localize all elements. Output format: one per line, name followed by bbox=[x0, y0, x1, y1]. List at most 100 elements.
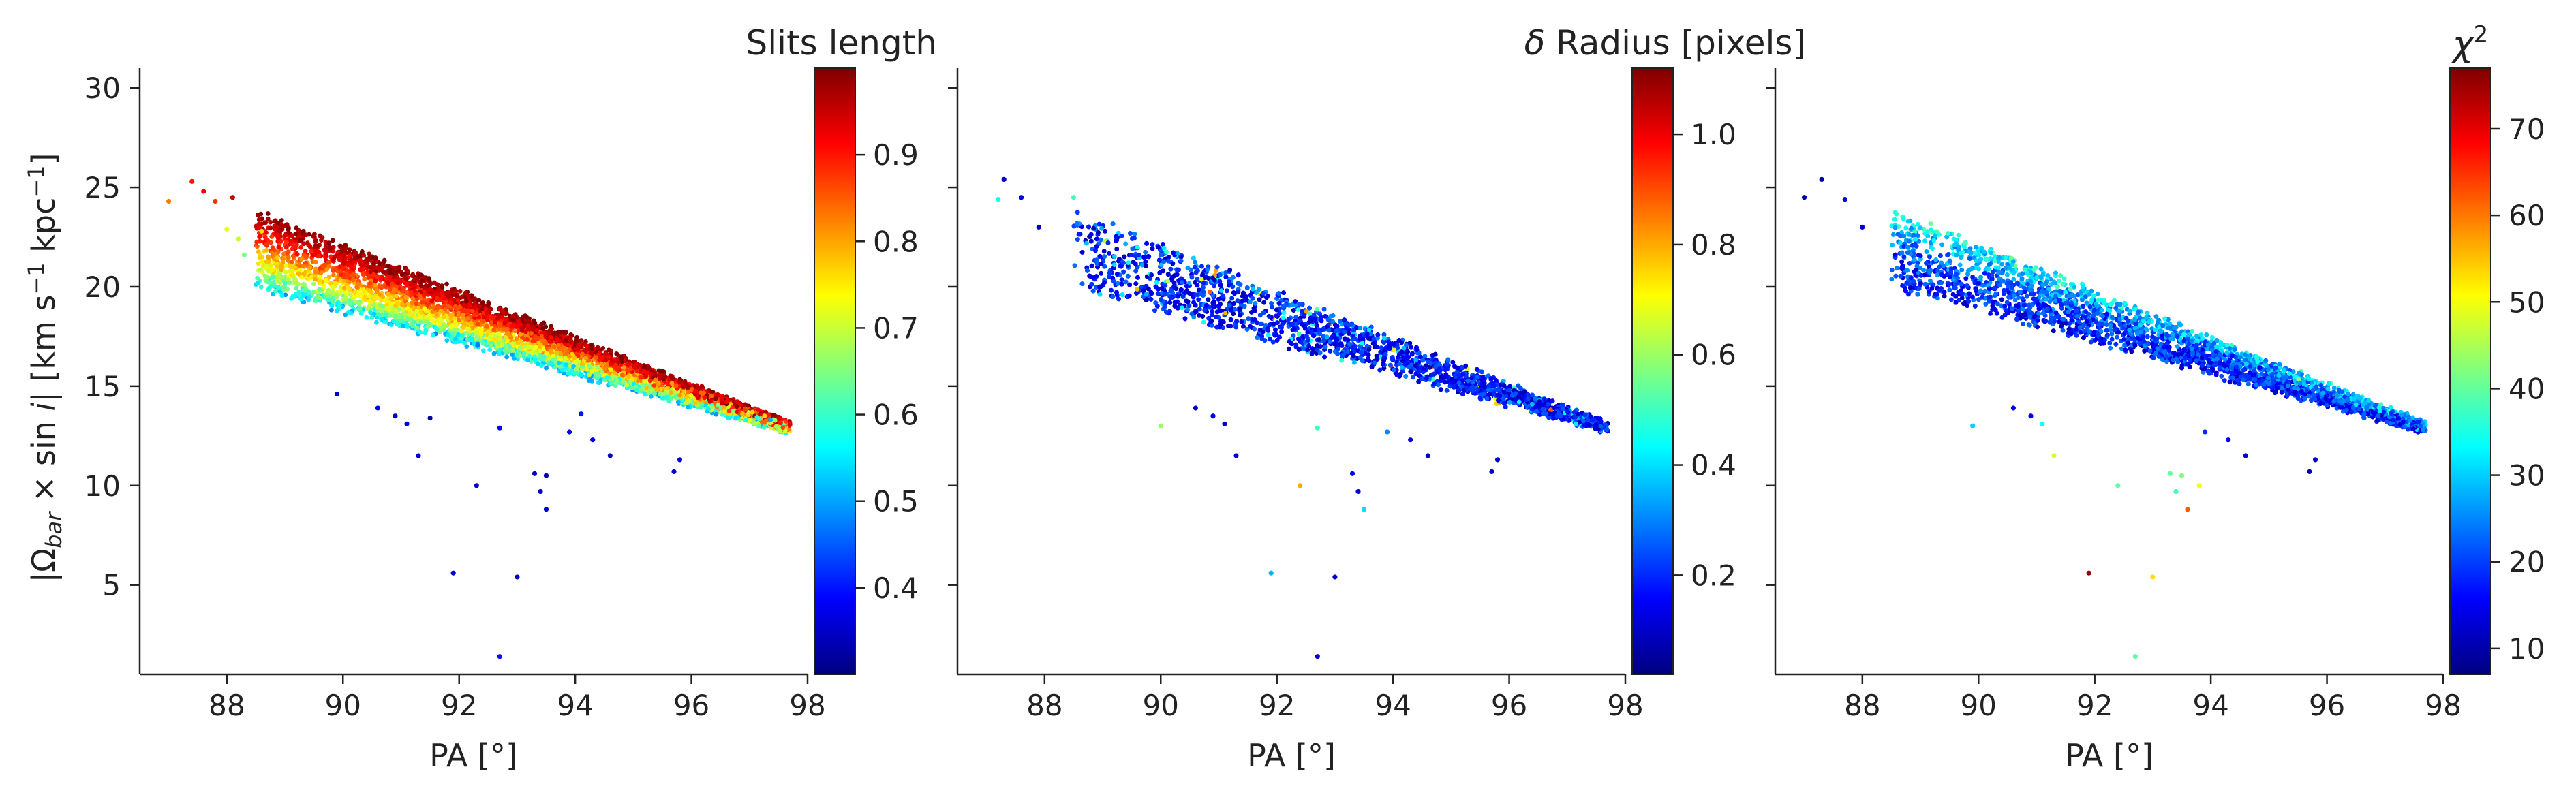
data-point bbox=[378, 303, 383, 309]
data-point bbox=[313, 269, 318, 275]
data-point bbox=[497, 321, 503, 326]
data-point bbox=[756, 407, 761, 412]
data-point bbox=[453, 337, 458, 342]
data-point bbox=[399, 314, 405, 319]
data-point bbox=[266, 254, 271, 260]
data-point bbox=[301, 287, 307, 293]
data-point bbox=[685, 384, 690, 390]
data-point bbox=[369, 315, 375, 320]
data-point bbox=[625, 367, 630, 373]
data-point bbox=[255, 281, 260, 285]
data-point bbox=[657, 374, 662, 379]
data-point bbox=[485, 324, 489, 329]
data-point bbox=[350, 277, 356, 282]
data-point bbox=[353, 250, 358, 255]
data-point bbox=[393, 294, 399, 299]
data-point bbox=[453, 321, 459, 326]
data-point bbox=[263, 277, 269, 283]
data-point bbox=[567, 354, 572, 359]
data-point bbox=[371, 294, 375, 300]
data-point bbox=[584, 366, 589, 372]
data-point bbox=[260, 259, 265, 264]
data-point bbox=[411, 282, 416, 287]
data-point bbox=[487, 334, 493, 339]
data-point bbox=[434, 312, 439, 317]
data-point bbox=[418, 283, 424, 289]
data-point bbox=[272, 223, 277, 229]
data-point bbox=[294, 285, 299, 291]
data-point bbox=[448, 300, 454, 306]
data-point bbox=[564, 349, 570, 355]
data-point bbox=[596, 380, 601, 386]
data-point bbox=[290, 234, 295, 238]
data-point bbox=[633, 362, 639, 368]
data-point bbox=[662, 375, 668, 379]
data-point bbox=[324, 290, 330, 295]
data-point bbox=[387, 313, 393, 318]
data-point bbox=[772, 418, 778, 423]
data-point bbox=[277, 280, 283, 285]
data-point bbox=[681, 384, 686, 389]
data-point bbox=[284, 222, 290, 228]
data-point bbox=[303, 249, 308, 254]
data-point bbox=[363, 260, 368, 264]
data-point bbox=[762, 420, 767, 425]
data-point bbox=[444, 338, 450, 343]
data-point bbox=[362, 276, 367, 281]
data-point bbox=[443, 307, 448, 311]
data-point bbox=[318, 275, 323, 280]
data-point bbox=[410, 272, 416, 277]
data-point bbox=[626, 362, 631, 367]
data-point bbox=[298, 238, 303, 243]
data-point bbox=[340, 246, 346, 251]
data-point bbox=[604, 375, 610, 380]
data-point bbox=[418, 319, 423, 325]
data-point bbox=[406, 317, 412, 322]
data-point bbox=[328, 281, 333, 286]
data-point bbox=[426, 322, 431, 327]
data-point bbox=[583, 356, 589, 360]
data-point bbox=[535, 361, 540, 366]
data-point bbox=[572, 360, 578, 365]
data-point bbox=[385, 305, 390, 311]
data-point bbox=[568, 335, 573, 341]
data-point bbox=[438, 322, 442, 327]
data-point bbox=[382, 298, 387, 303]
data-point bbox=[431, 289, 437, 294]
data-point bbox=[624, 382, 630, 388]
data-point bbox=[677, 379, 682, 384]
data-point bbox=[462, 341, 467, 346]
data-point bbox=[517, 345, 523, 351]
data-point bbox=[497, 347, 502, 353]
data-point bbox=[336, 255, 341, 260]
data-point bbox=[639, 387, 644, 392]
data-point bbox=[399, 302, 405, 307]
data-point bbox=[364, 315, 369, 320]
data-point bbox=[539, 322, 545, 327]
data-point bbox=[365, 306, 370, 311]
data-point bbox=[269, 234, 275, 239]
data-point bbox=[313, 248, 318, 253]
data-point bbox=[514, 336, 519, 341]
data-point bbox=[502, 338, 506, 343]
data-point bbox=[410, 324, 416, 329]
data-point bbox=[580, 362, 585, 366]
data-point bbox=[298, 245, 303, 250]
data-point bbox=[336, 249, 341, 255]
data-point bbox=[383, 319, 388, 325]
data-point bbox=[709, 404, 714, 409]
data-point bbox=[554, 351, 559, 356]
data-point bbox=[323, 255, 328, 260]
data-point bbox=[510, 324, 515, 329]
data-point bbox=[651, 383, 657, 388]
data-point bbox=[281, 251, 286, 257]
data-point bbox=[354, 285, 359, 290]
data-point bbox=[356, 307, 361, 311]
data-point bbox=[594, 355, 598, 360]
data-point bbox=[699, 402, 705, 407]
data-point bbox=[258, 285, 264, 290]
data-point bbox=[480, 348, 486, 354]
data-point bbox=[304, 275, 309, 281]
data-point bbox=[669, 381, 675, 386]
data-point bbox=[344, 296, 349, 301]
